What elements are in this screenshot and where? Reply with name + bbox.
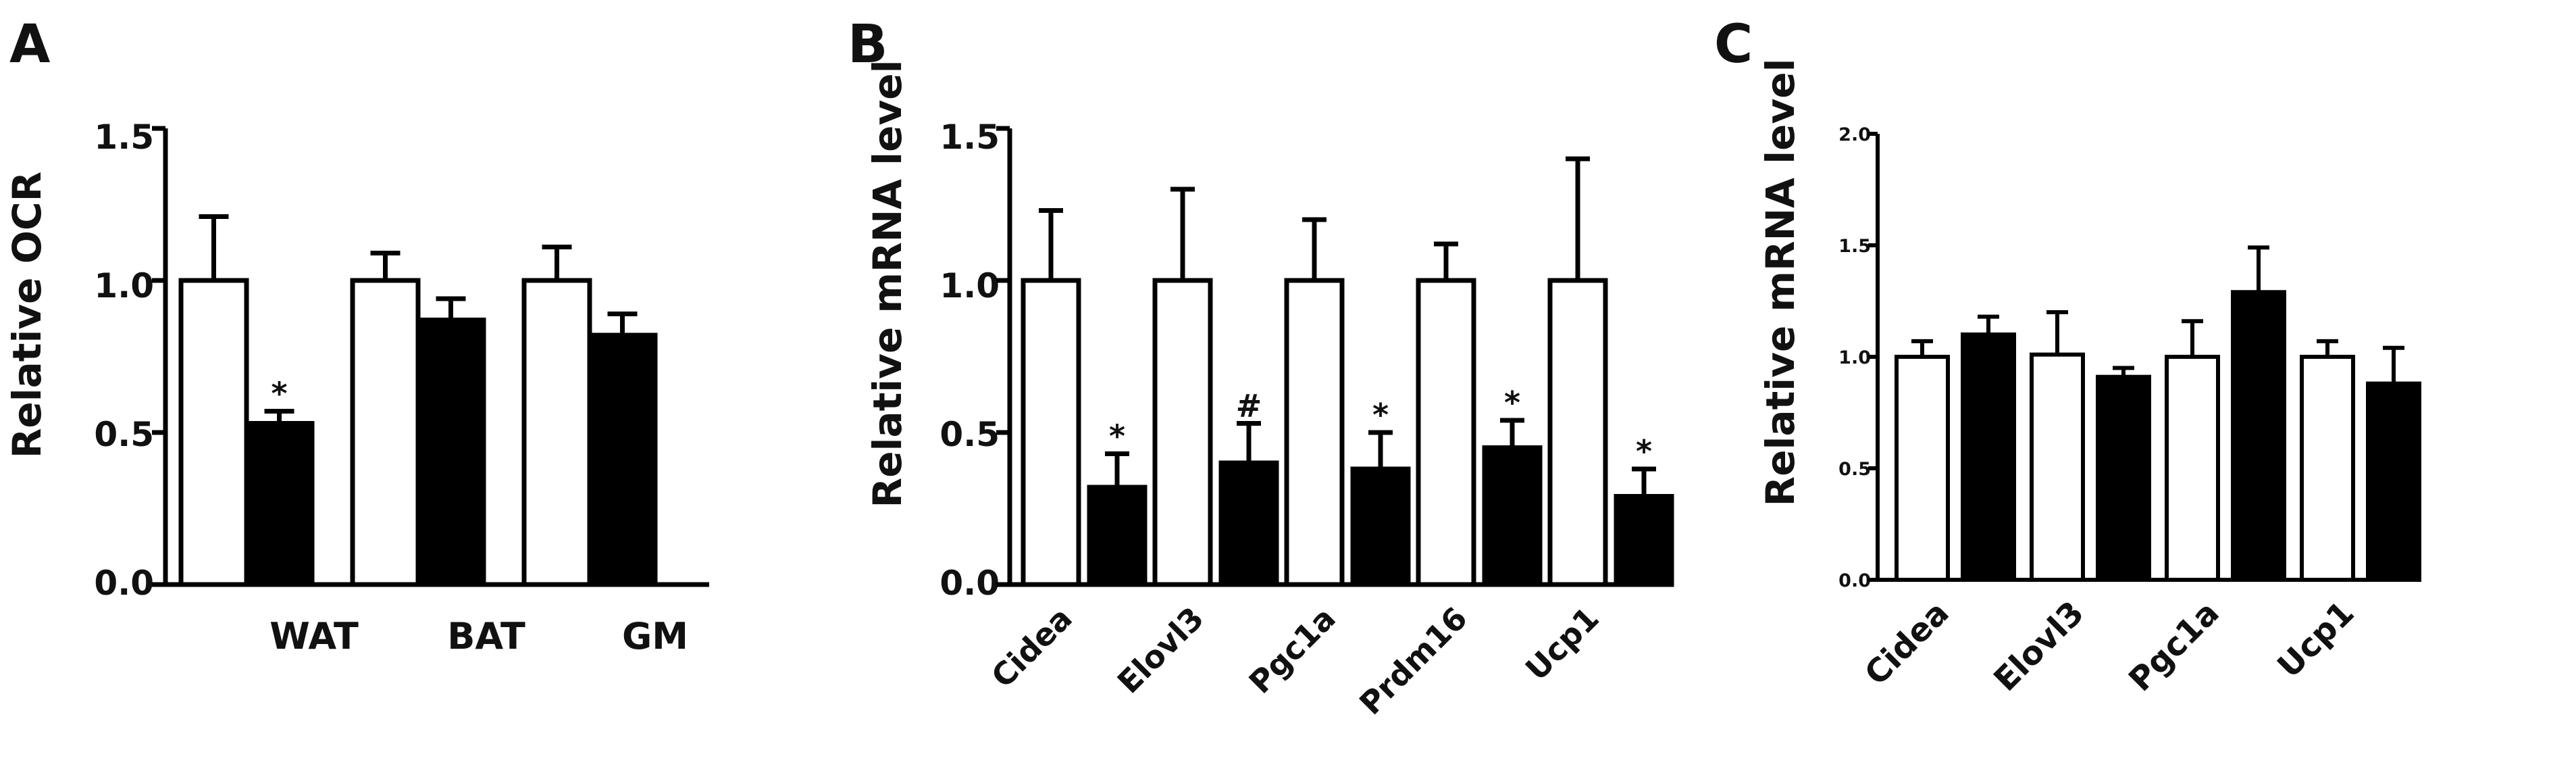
panel-a-plot: * bbox=[152, 126, 709, 587]
panel-a-x-label: BAT bbox=[447, 615, 525, 658]
panel-b-bar bbox=[1152, 278, 1213, 587]
panel-b-bar bbox=[1482, 445, 1543, 587]
panel-b-x-label: Elovl3 bbox=[1110, 600, 1211, 701]
panel-b-significance-mark: * bbox=[1109, 418, 1125, 455]
panel-b-plot: * # * * * bbox=[996, 126, 1674, 587]
panel-b-bar bbox=[1547, 278, 1608, 587]
panel-b-bar bbox=[1416, 278, 1476, 587]
panel-a-y-tick: 1.5 bbox=[94, 118, 154, 157]
panel-c-letter: C bbox=[1714, 14, 1753, 75]
panel-b-bar bbox=[1021, 278, 1081, 587]
panel-b-bar bbox=[1218, 460, 1279, 587]
panel-b-bar bbox=[1614, 494, 1674, 587]
panel-a-x-label: GM bbox=[622, 615, 688, 658]
panel-c-y-ticks: 0.0 0.5 1.0 1.5 2.0 bbox=[1838, 124, 1871, 591]
panel-b-significance-mark: * bbox=[1636, 433, 1652, 470]
panel-c-bar bbox=[1895, 355, 1950, 582]
panel-a-y-axis-label: Relative OCR bbox=[4, 172, 50, 459]
panel-a-y-ticks: 0.0 0.5 1.0 1.5 bbox=[94, 118, 154, 603]
panel-b-significance-mark: # bbox=[1236, 388, 1262, 424]
panel-c-y-tick: 1.5 bbox=[1838, 236, 1871, 257]
panel-b-significance-mark: * bbox=[1504, 385, 1520, 421]
panel-c-y-tick: 0.5 bbox=[1838, 459, 1871, 480]
panel-b-x-labels: Cidea Elovl3 Pgc1a Prdm16 Ucp1 bbox=[984, 600, 1606, 722]
panel-a-x-labels: WAT BAT GM bbox=[269, 615, 688, 658]
panel-b-significance-mark: * bbox=[1372, 397, 1389, 433]
panel-b-bar bbox=[1284, 278, 1345, 587]
panel-b-y-axis-label: Relative mRNA level bbox=[865, 60, 910, 508]
panel-c-y-tick: 2.0 bbox=[1838, 124, 1871, 145]
panel-b-y-tick: 1.5 bbox=[939, 118, 1000, 157]
panel-b-letter: B bbox=[848, 14, 887, 75]
panel-c-y-tick: 0.0 bbox=[1838, 570, 1871, 591]
panel-b-bar bbox=[1350, 466, 1411, 587]
panel-c-bar bbox=[2096, 374, 2151, 582]
panel-c-bar bbox=[2366, 381, 2421, 582]
panel-a-y-tick: 1.0 bbox=[94, 266, 154, 305]
panel-a-y-tick: 0.0 bbox=[94, 564, 154, 603]
panel-b-y-tick: 1.0 bbox=[939, 266, 1000, 305]
panel-a-bar bbox=[350, 278, 421, 587]
panel-c-plot bbox=[1868, 132, 2421, 582]
panel-c-bar bbox=[2300, 355, 2355, 582]
panel-b-x-label: Prdm16 bbox=[1352, 600, 1474, 722]
panel-c-x-label: Pgc1a bbox=[2121, 594, 2226, 699]
panel-c-bar bbox=[2165, 355, 2220, 582]
panel-b-bar bbox=[1087, 485, 1148, 587]
panel-b: B Relative mRNA level 0.0 0.5 1.0 1.5 * #… bbox=[848, 14, 1674, 722]
panel-c-bar bbox=[1961, 332, 2016, 582]
panel-a-bar bbox=[521, 278, 592, 587]
panel-a-bar bbox=[178, 278, 249, 587]
panel-c-y-axis-label: Relative mRNA level bbox=[1757, 59, 1803, 507]
panel-c-x-label: Cidea bbox=[1857, 594, 1956, 693]
panel-b-x-label: Pgc1a bbox=[1242, 600, 1343, 701]
panel-b-x-label: Ucp1 bbox=[1518, 600, 1606, 688]
panel-c: C Relative mRNA level 0.0 0.5 1.0 1.5 2.… bbox=[1714, 14, 2421, 699]
panel-b-y-ticks: 0.0 0.5 1.0 1.5 bbox=[939, 118, 1000, 603]
panel-b-x-label: Cidea bbox=[984, 600, 1079, 695]
panel-a-bar bbox=[587, 332, 658, 587]
panel-c-bar bbox=[2030, 352, 2085, 582]
panel-b-y-tick: 0.0 bbox=[939, 564, 1000, 603]
panel-a-bar bbox=[415, 318, 486, 587]
panel-a-bar bbox=[244, 421, 315, 587]
panel-a: A Relative OCR 0.0 0.5 1.0 1.5 * WAT BAT… bbox=[4, 14, 709, 658]
panel-c-x-label: Ucp1 bbox=[2270, 594, 2361, 685]
panel-c-y-tick: 1.0 bbox=[1838, 347, 1871, 368]
panel-a-y-tick: 0.5 bbox=[94, 415, 154, 454]
panel-a-significance-mark: * bbox=[271, 376, 287, 412]
panel-c-bar bbox=[2231, 290, 2286, 582]
panel-a-x-label: WAT bbox=[269, 615, 359, 658]
panel-b-y-tick: 0.5 bbox=[939, 415, 1000, 454]
panel-a-letter: A bbox=[9, 14, 50, 75]
panel-c-x-label: Elovl3 bbox=[1986, 594, 2091, 699]
panel-c-x-labels: Cidea Elovl3 Pgc1a Ucp1 bbox=[1857, 594, 2361, 699]
